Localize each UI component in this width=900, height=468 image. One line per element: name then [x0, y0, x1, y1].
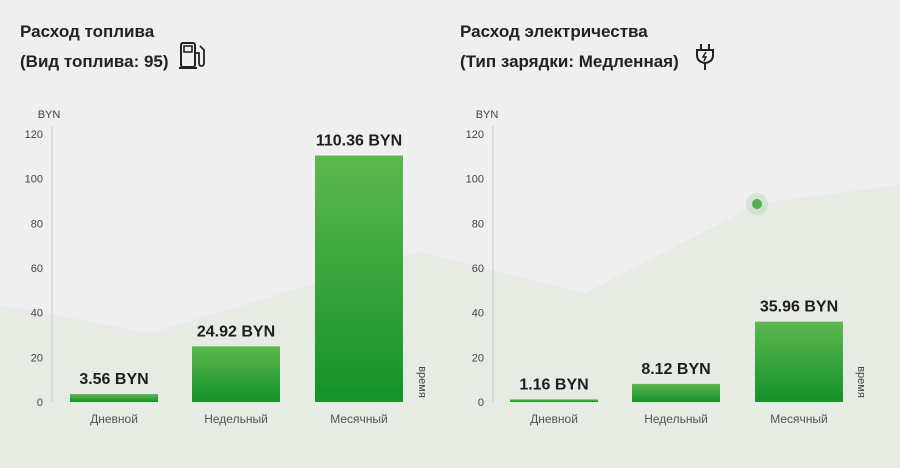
- bar-1: [70, 394, 158, 402]
- fuel-chart: BYN 0 20 40 60 80 100 120 3.56 BYN Дневной 24.92 B…: [25, 109, 428, 426]
- charging-plug-icon: [696, 44, 714, 70]
- y-tick-label: 100: [25, 174, 43, 186]
- category-label: Недельный: [644, 412, 708, 426]
- x-axis-unit-label: время: [855, 366, 867, 398]
- y-axis-unit-label: BYN: [476, 109, 499, 121]
- y-tick-label: 0: [37, 397, 43, 409]
- background-marker-dot: [752, 199, 762, 209]
- y-tick-label: 0: [478, 397, 484, 409]
- category-label: Недельный: [204, 412, 268, 426]
- y-tick-label: 60: [472, 263, 484, 275]
- bar-2: [632, 383, 720, 402]
- fuel-panel: Расход топлива (Вид топлива: 95) BYN 0 20 4…: [20, 22, 428, 426]
- y-tick-label: 120: [466, 129, 484, 141]
- y-tick-label: 20: [31, 352, 43, 364]
- category-label: Месячный: [770, 412, 828, 426]
- bar-2: [192, 346, 280, 402]
- bar-1: [510, 399, 598, 402]
- bar-value-label: 24.92 BYN: [197, 323, 275, 340]
- y-tick-label: 80: [31, 218, 43, 230]
- y-tick-label: 100: [466, 174, 484, 186]
- y-tick-label: 20: [472, 352, 484, 364]
- bar-3: [315, 155, 403, 402]
- fuel-pump-icon: [179, 42, 205, 69]
- bar-value-label: 35.96 BYN: [760, 299, 838, 316]
- category-label: Дневной: [530, 412, 578, 426]
- fuel-title: Расход топлива: [20, 22, 155, 41]
- y-tick-label: 60: [31, 263, 43, 275]
- electricity-title: Расход электричества: [460, 22, 648, 41]
- y-axis-unit-label: BYN: [38, 109, 61, 121]
- fuel-subtitle: (Вид топлива: 95): [20, 52, 169, 71]
- electricity-panel: Расход электричества (Тип зарядки: Медле…: [450, 0, 900, 468]
- y-tick-label: 120: [25, 129, 43, 141]
- bar-3: [755, 321, 843, 402]
- category-label: Дневной: [90, 412, 138, 426]
- x-axis-unit-label: время: [416, 366, 428, 398]
- bar-value-label: 3.56 BYN: [79, 371, 148, 388]
- y-tick-label: 40: [472, 308, 484, 320]
- electricity-chart: BYN 0 20 40 60 80 100 120 1.16 BYN Дневной 8.12 BY…: [466, 109, 867, 426]
- bar-value-label: 8.12 BYN: [641, 361, 710, 378]
- bar-value-label: 110.36 BYN: [316, 133, 402, 150]
- category-label: Месячный: [330, 412, 388, 426]
- y-tick-label: 80: [472, 218, 484, 230]
- electricity-subtitle: (Тип зарядки: Медленная): [460, 52, 679, 71]
- y-tick-label: 40: [31, 308, 43, 320]
- bar-value-label: 1.16 BYN: [519, 376, 588, 393]
